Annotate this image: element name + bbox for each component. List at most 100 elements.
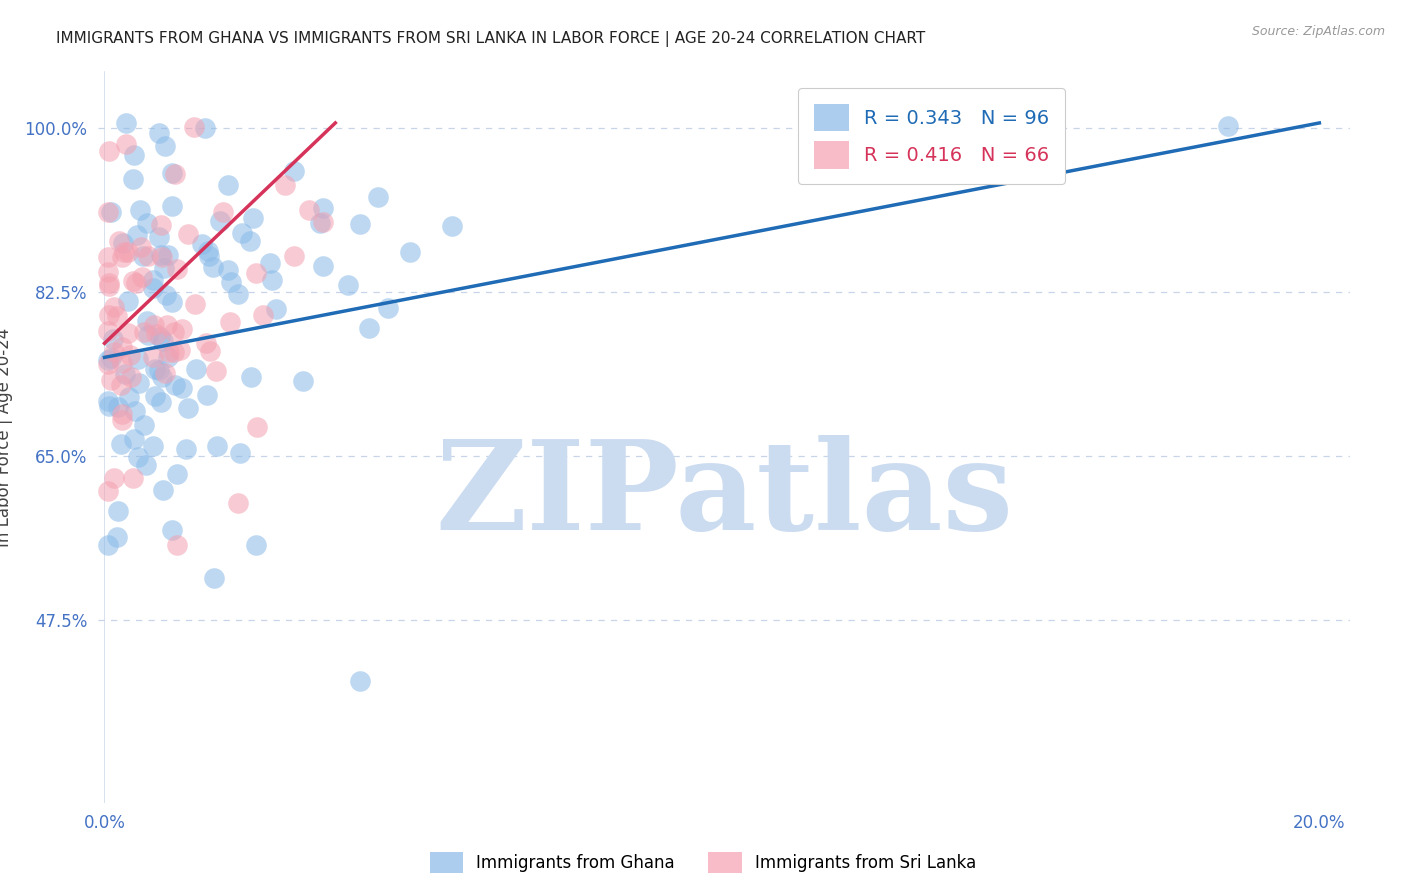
Point	[163, 378, 186, 392]
Point	[122, 171, 145, 186]
Point	[283, 164, 305, 178]
Point	[166, 538, 188, 552]
Point	[148, 126, 170, 140]
Point	[135, 458, 157, 473]
Point	[166, 467, 188, 482]
Point	[136, 216, 159, 230]
Point	[160, 199, 183, 213]
Point	[238, 234, 260, 248]
Point	[105, 310, 128, 324]
Point	[135, 314, 157, 328]
Point	[111, 340, 134, 354]
Point	[115, 137, 138, 152]
Point	[121, 274, 143, 288]
Point	[194, 121, 217, 136]
Point	[96, 394, 118, 409]
Point	[122, 148, 145, 162]
Point	[97, 324, 120, 338]
Point	[96, 357, 118, 371]
Legend: R = 0.343   N = 96, R = 0.416   N = 66: R = 0.343 N = 96, R = 0.416 N = 66	[799, 88, 1064, 185]
Point	[163, 345, 186, 359]
Point	[97, 277, 120, 291]
Point	[246, 420, 269, 434]
Point	[312, 259, 335, 273]
Point	[195, 388, 218, 402]
Text: Source: ZipAtlas.com: Source: ZipAtlas.com	[1251, 25, 1385, 38]
Point	[110, 250, 132, 264]
Point	[152, 260, 174, 275]
Point	[217, 263, 239, 277]
Point	[150, 250, 173, 264]
Point	[217, 178, 239, 192]
Point	[142, 439, 165, 453]
Point	[176, 442, 198, 457]
Point	[142, 281, 165, 295]
Point	[110, 436, 132, 450]
Point	[134, 418, 156, 433]
Point	[197, 244, 219, 258]
Point	[131, 270, 153, 285]
Point	[100, 373, 122, 387]
Point	[128, 376, 150, 391]
Point	[127, 450, 149, 464]
Point	[105, 530, 128, 544]
Point	[107, 400, 129, 414]
Point	[98, 400, 121, 414]
Point	[117, 245, 139, 260]
Point	[97, 144, 120, 158]
Point	[156, 351, 179, 365]
Point	[148, 230, 170, 244]
Point	[163, 168, 186, 182]
Point	[245, 266, 267, 280]
Point	[202, 260, 225, 274]
Point	[312, 202, 335, 216]
Point	[349, 673, 371, 688]
Point	[170, 381, 193, 395]
Legend: Immigrants from Ghana, Immigrants from Sri Lanka: Immigrants from Ghana, Immigrants from S…	[423, 846, 983, 880]
Point	[149, 218, 172, 232]
Point	[103, 301, 125, 315]
Point	[242, 211, 264, 225]
Point	[98, 308, 121, 322]
Point	[337, 278, 360, 293]
Point	[240, 369, 263, 384]
Point	[110, 377, 132, 392]
Point	[160, 294, 183, 309]
Point	[211, 205, 233, 219]
Point	[117, 326, 139, 340]
Point	[145, 327, 167, 342]
Point	[96, 204, 118, 219]
Point	[195, 335, 218, 350]
Point	[184, 297, 207, 311]
Point	[143, 362, 166, 376]
Point	[111, 235, 134, 250]
Point	[169, 343, 191, 358]
Text: ZIPatlas: ZIPatlas	[434, 435, 1014, 556]
Point	[298, 203, 321, 218]
Point	[96, 538, 118, 552]
Point	[157, 345, 180, 359]
Point	[142, 318, 165, 332]
Point	[134, 326, 156, 340]
Point	[262, 273, 284, 287]
Y-axis label: In Labor Force | Age 20-24: In Labor Force | Age 20-24	[0, 327, 13, 547]
Point	[202, 571, 225, 585]
Point	[125, 276, 148, 290]
Point	[129, 202, 152, 217]
Point	[100, 351, 122, 365]
Point	[204, 364, 226, 378]
Point	[142, 350, 165, 364]
Point	[142, 273, 165, 287]
Point	[283, 249, 305, 263]
Point	[219, 275, 242, 289]
Point	[103, 471, 125, 485]
Point	[156, 248, 179, 262]
Point	[177, 227, 200, 241]
Point	[259, 256, 281, 270]
Point	[120, 370, 142, 384]
Point	[129, 240, 152, 254]
Point	[357, 320, 380, 334]
Point	[153, 366, 176, 380]
Point	[148, 363, 170, 377]
Point	[292, 375, 315, 389]
